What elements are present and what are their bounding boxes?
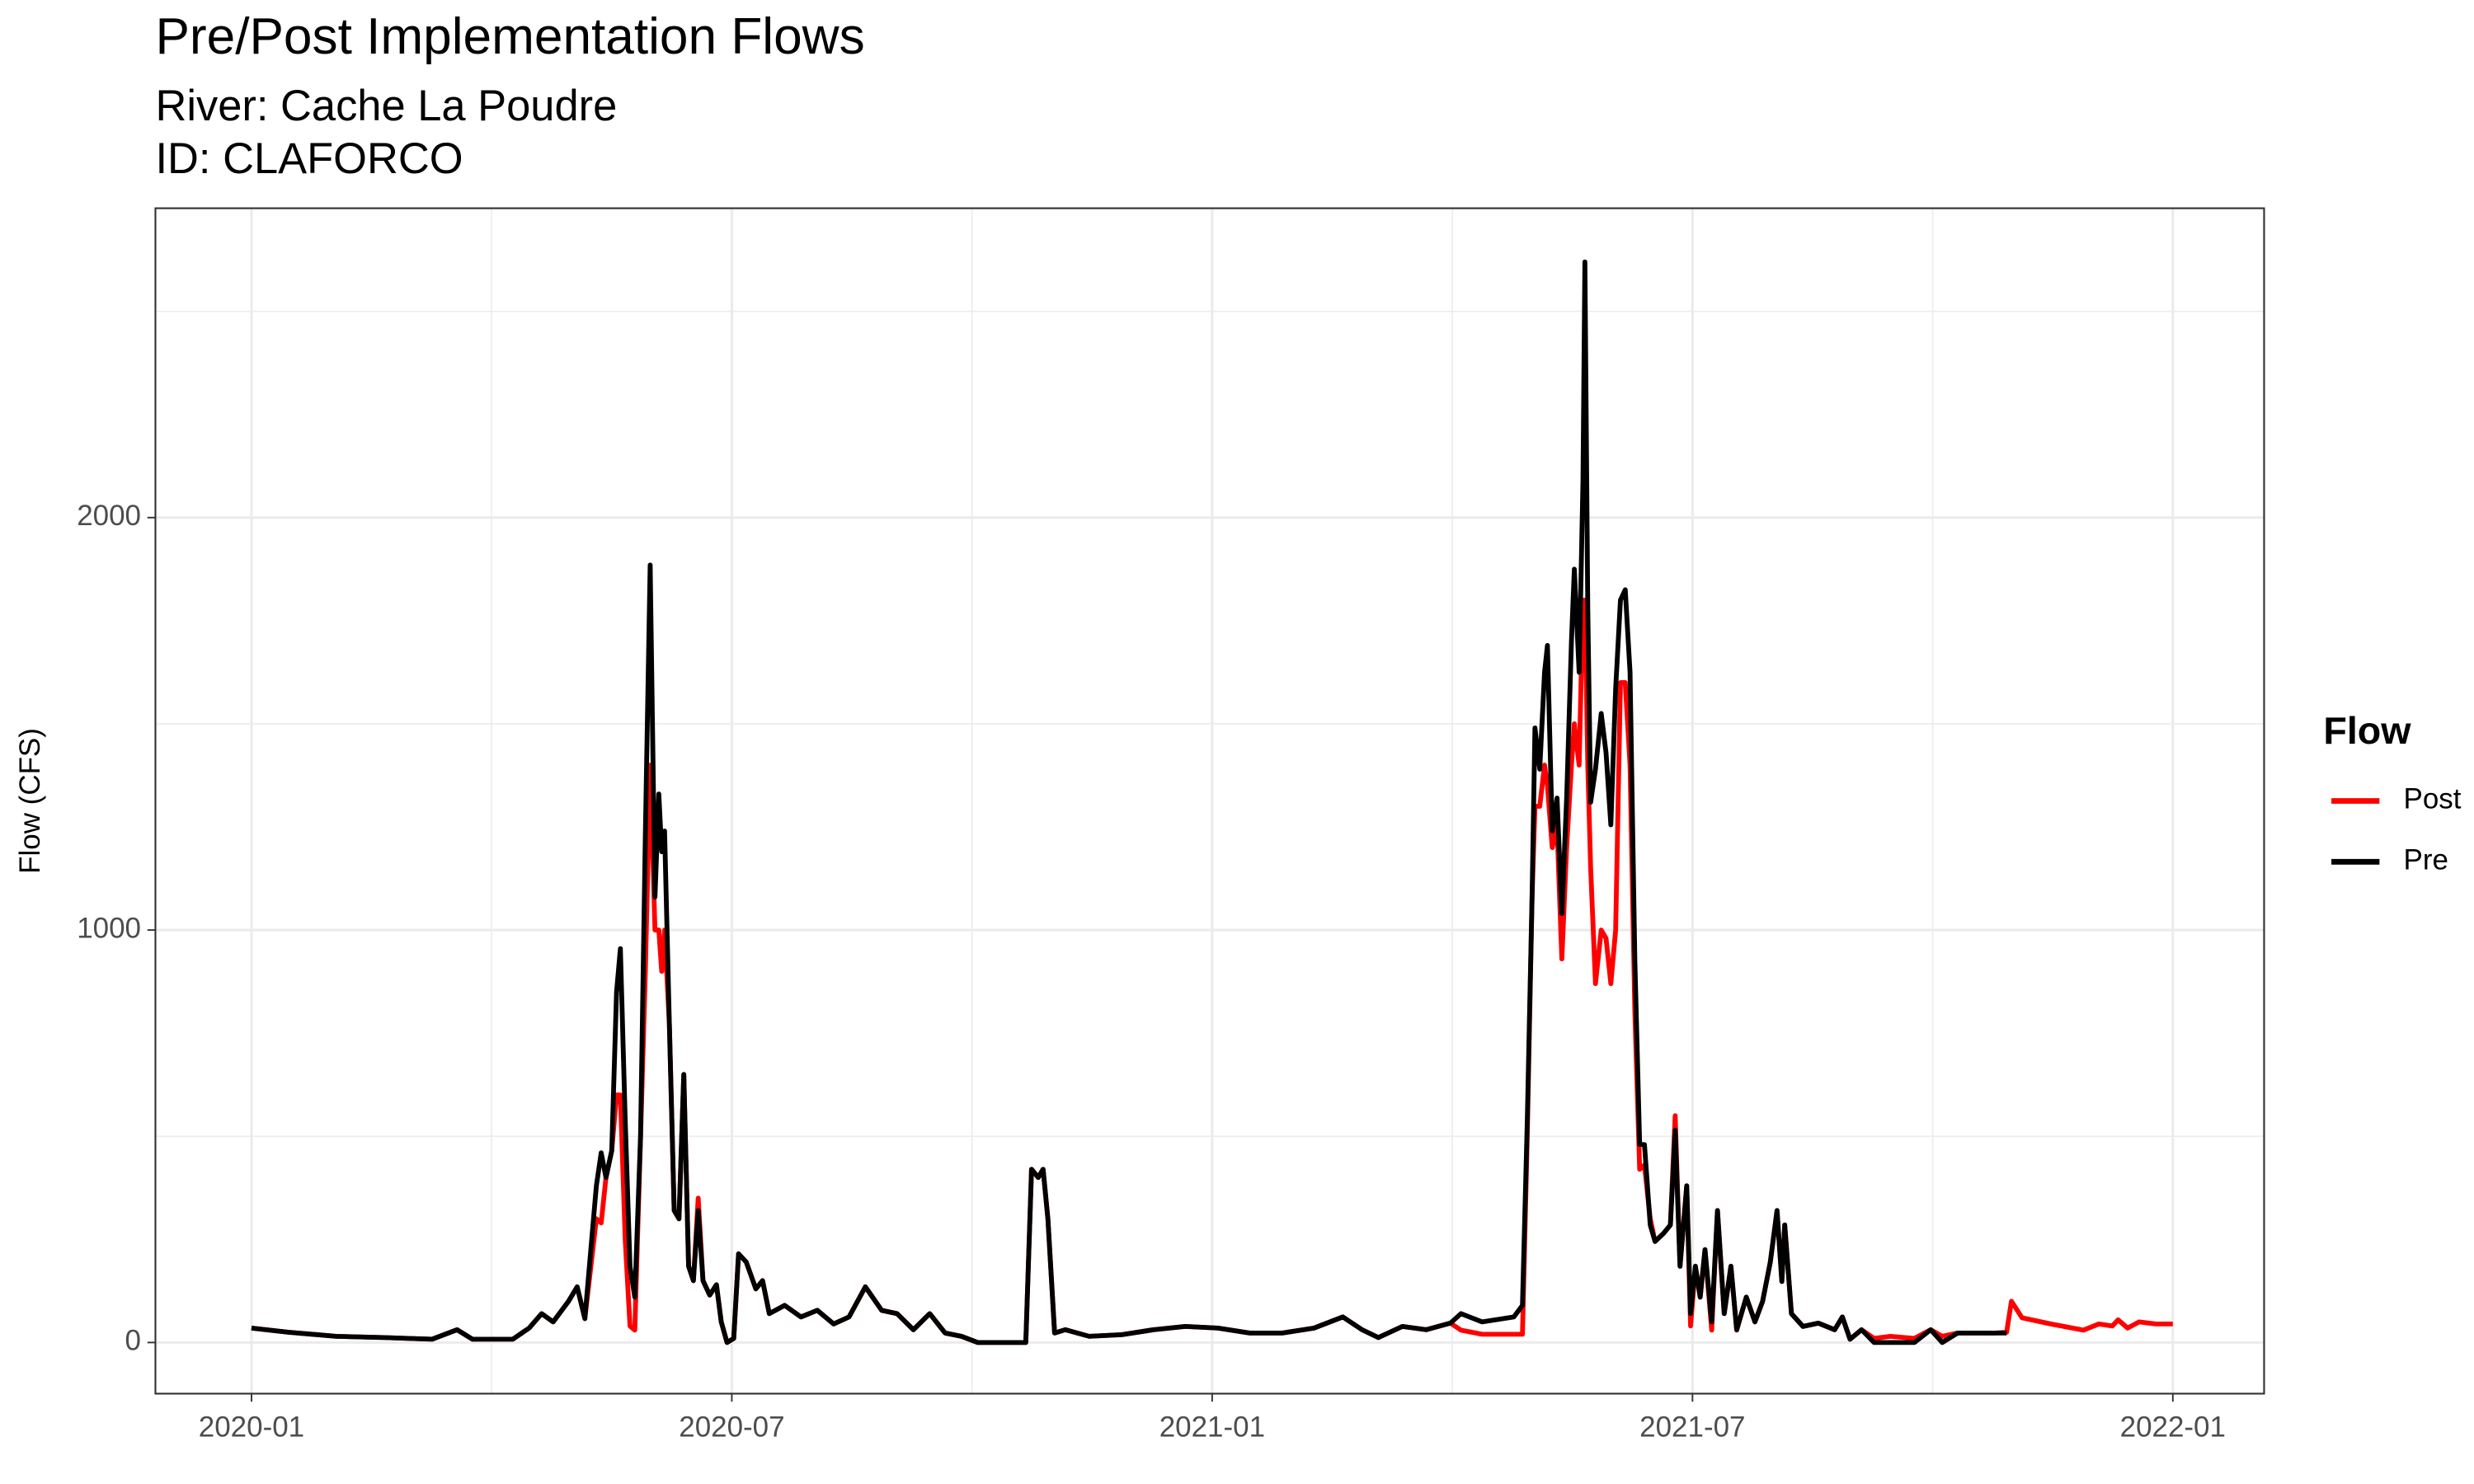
y-tick-label: 2000 xyxy=(77,500,141,532)
x-tick-label: 2021-07 xyxy=(1639,1411,1745,1443)
plot-frame xyxy=(154,207,2265,1395)
legend-label: Post xyxy=(2404,783,2462,815)
legend-title: Flow xyxy=(2323,709,2411,752)
chart-subtitle: ID: CLAFORCO xyxy=(155,135,463,183)
y-tick-label: 0 xyxy=(125,1325,141,1357)
x-tick-label: 2020-01 xyxy=(199,1411,304,1443)
chart-subtitle: River: Cache La Poudre xyxy=(155,82,617,130)
x-tick-label: 2021-01 xyxy=(1159,1411,1265,1443)
y-axis-label: Flow (CFS) xyxy=(14,728,46,874)
legend-label: Pre xyxy=(2404,844,2448,876)
data-line xyxy=(251,259,2007,1345)
y-tick-label: 1000 xyxy=(77,912,141,944)
x-tick-label: 2022-01 xyxy=(2120,1411,2226,1443)
x-tick-label: 2020-07 xyxy=(679,1411,784,1443)
chart-title: Pre/Post Implementation Flows xyxy=(155,8,864,65)
